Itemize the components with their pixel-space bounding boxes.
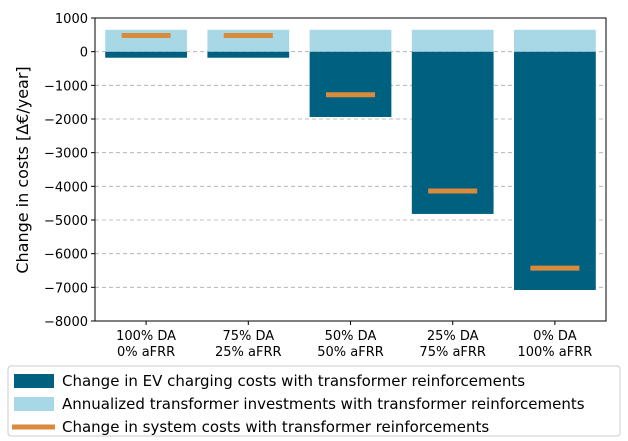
bar: [309, 51, 392, 117]
y-axis-label: Change in costs [Δ€/year]: [13, 66, 32, 273]
x-tick-label: 25% aFRR: [215, 345, 282, 360]
x-tick-label: 0% aFRR: [117, 345, 175, 360]
y-tick-label: −8000: [44, 315, 88, 330]
plot-frame: [94, 17, 607, 322]
x-tick-label: 100% DA: [116, 329, 176, 344]
y-tick-label: −5000: [44, 214, 88, 229]
bar: [514, 51, 596, 291]
legend-label: Annualized transformer investments with …: [62, 395, 585, 413]
bar: [105, 51, 187, 58]
x-tick-label: 100% aFRR: [517, 345, 592, 360]
x-tick-label: 0% DA: [533, 329, 577, 344]
y-tick-label: 1000: [55, 12, 88, 27]
y-tick-label: −2000: [44, 113, 88, 128]
y-tick-label: −6000: [44, 248, 88, 263]
bar: [411, 51, 494, 214]
legend-box: [7, 365, 621, 437]
legend-label: Change in system costs with transformer …: [62, 418, 489, 436]
y-tick-label: −3000: [44, 147, 88, 162]
legend-label: Change in EV charging costs with transfo…: [62, 372, 525, 390]
bar: [207, 51, 290, 58]
bar: [309, 29, 392, 52]
y-tick-label: −4000: [44, 180, 88, 195]
bar: [514, 29, 596, 52]
x-tick-label: 75% aFRR: [419, 345, 486, 360]
legend-marker: [14, 374, 54, 388]
y-tick-label: −1000: [44, 79, 88, 94]
x-tick-label: 50% DA: [325, 329, 377, 344]
bar: [411, 29, 494, 52]
x-tick-label: 50% aFRR: [317, 345, 384, 360]
legend-marker: [14, 397, 54, 411]
y-tick-label: 0: [80, 46, 88, 61]
x-tick-label: 75% DA: [222, 329, 274, 344]
y-tick-label: −7000: [44, 281, 88, 296]
x-tick-label: 25% DA: [427, 329, 479, 344]
